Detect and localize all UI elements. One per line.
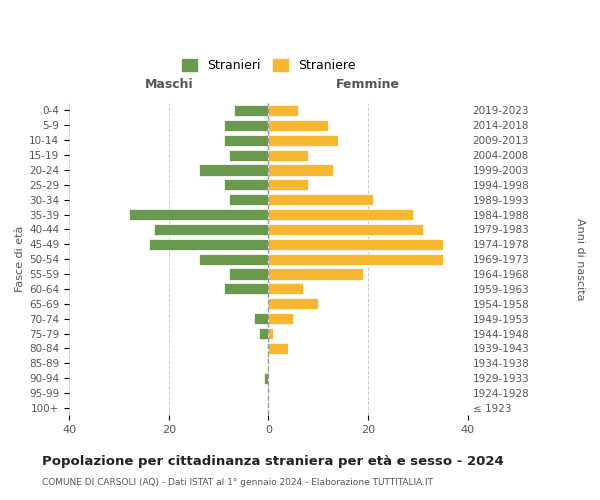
- Y-axis label: Fasce di età: Fasce di età: [15, 226, 25, 292]
- Bar: [268, 284, 304, 294]
- Bar: [268, 343, 289, 354]
- Bar: [268, 194, 373, 205]
- Bar: [268, 179, 308, 190]
- Bar: [224, 120, 268, 131]
- Bar: [268, 120, 328, 131]
- Bar: [268, 224, 423, 235]
- Y-axis label: Anni di nascita: Anni di nascita: [575, 218, 585, 300]
- Bar: [263, 372, 268, 384]
- Text: Popolazione per cittadinanza straniera per età e sesso - 2024: Popolazione per cittadinanza straniera p…: [42, 455, 504, 468]
- Bar: [229, 268, 268, 280]
- Bar: [199, 164, 268, 175]
- Bar: [259, 328, 268, 339]
- Bar: [229, 150, 268, 160]
- Bar: [268, 298, 319, 310]
- Bar: [224, 284, 268, 294]
- Bar: [268, 105, 298, 116]
- Bar: [154, 224, 268, 235]
- Bar: [268, 150, 308, 160]
- Bar: [229, 194, 268, 205]
- Bar: [268, 254, 443, 264]
- Bar: [268, 328, 274, 339]
- Bar: [199, 254, 268, 264]
- Bar: [254, 313, 268, 324]
- Bar: [224, 134, 268, 146]
- Legend: Stranieri, Straniere: Stranieri, Straniere: [175, 53, 361, 78]
- Bar: [268, 313, 293, 324]
- Bar: [233, 105, 268, 116]
- Text: COMUNE DI CARSOLI (AQ) - Dati ISTAT al 1° gennaio 2024 - Elaborazione TUTTITALIA: COMUNE DI CARSOLI (AQ) - Dati ISTAT al 1…: [42, 478, 433, 487]
- Bar: [268, 268, 363, 280]
- Bar: [224, 179, 268, 190]
- Bar: [268, 238, 443, 250]
- Bar: [268, 209, 413, 220]
- Bar: [268, 134, 338, 146]
- Text: Femmine: Femmine: [336, 78, 400, 91]
- Text: Maschi: Maschi: [145, 78, 193, 91]
- Bar: [268, 164, 333, 175]
- Bar: [149, 238, 268, 250]
- Bar: [129, 209, 268, 220]
